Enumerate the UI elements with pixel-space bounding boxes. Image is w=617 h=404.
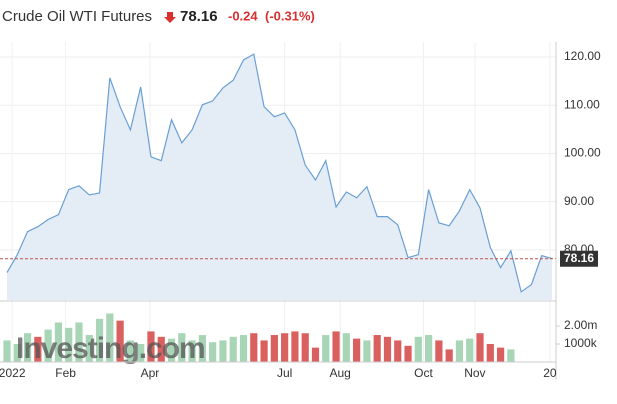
volume-bar [219,340,227,362]
volume-bar [54,322,63,362]
volume-bar [34,336,42,362]
x-tick-label: Feb [55,366,76,380]
volume-bar [414,336,422,362]
volume-bar [137,344,145,362]
volume-bar [425,335,433,362]
y-tick-label: 120.00 [564,49,601,63]
volume-bar [229,336,237,362]
volume-bar [188,340,196,362]
volume-bar [311,347,320,362]
volume-bar [476,333,484,362]
volume-bar [435,340,443,362]
last-price-box [560,250,598,267]
volume-bar [496,347,505,362]
x-tick-label: Aug [329,366,350,380]
volume-bar [291,331,299,362]
y-tick-label: 100.00 [564,146,601,160]
volume-bar [106,313,114,362]
volume-bar [23,333,32,362]
volume-bar [13,344,21,362]
volume-bar [209,342,217,362]
volume-bar [353,338,361,362]
volume-bar [95,318,104,362]
volume-bar [363,340,371,362]
x-tick-label: Nov [464,366,485,380]
volume-bar [466,338,474,362]
volume-bar [147,331,155,362]
volume-bar [126,340,134,362]
volume-bar [44,329,52,362]
volume-bar [342,333,350,362]
y-tick-label: 110.00 [564,97,600,111]
volume-bar [167,338,176,362]
volume-bar [445,349,453,362]
volume-bar [394,340,402,362]
volume-bar [373,335,381,362]
volume-bar [239,335,248,362]
x-tick-label: 20 [543,366,557,380]
price: 78.16 [180,8,218,25]
down-arrow [164,12,176,23]
change-percent: (-0.31%) [265,8,315,23]
chart-title: Crude Oil WTI Futures [2,8,152,25]
price-panel: 78.16 [0,53,598,301]
volume-bar [260,340,268,362]
volume-bar [383,336,392,362]
volume-bar [332,331,340,362]
volume-bar [198,335,206,362]
volume-bar [85,335,93,362]
x-tick-label: Apr [141,366,160,380]
volume-panel [3,313,515,362]
volume-bar [301,333,309,362]
volume-bar [65,327,73,362]
volume-bar [486,344,494,362]
volume-bar [322,335,330,362]
volume-bar [178,333,186,362]
y-tick-label: 90.00 [564,194,594,208]
volume-tick-label: 2.00m [564,318,597,332]
watermark: Investing.com [16,332,205,365]
volume-bar [455,340,464,362]
x-tick-label: Jul [277,366,292,380]
volume-tick-label: 1000k [564,336,598,350]
price-line [6,53,553,293]
volume-bar [281,333,289,362]
volume-bar [157,336,165,362]
change: -0.24 [228,8,258,23]
x-tick-label: Oct [414,366,433,380]
volume-bar [3,340,11,362]
volume-bar [75,322,83,362]
volume-bar [270,335,278,362]
volume-bar [116,320,124,362]
volume-bar [404,345,412,362]
volume-bar [250,333,258,362]
volume-bar [507,349,515,362]
y-tick-label: 80.00 [564,242,594,256]
x-tick-label: 2022 [0,366,26,380]
last-price-label: 78.16 [564,251,594,265]
area-fill [7,54,552,301]
